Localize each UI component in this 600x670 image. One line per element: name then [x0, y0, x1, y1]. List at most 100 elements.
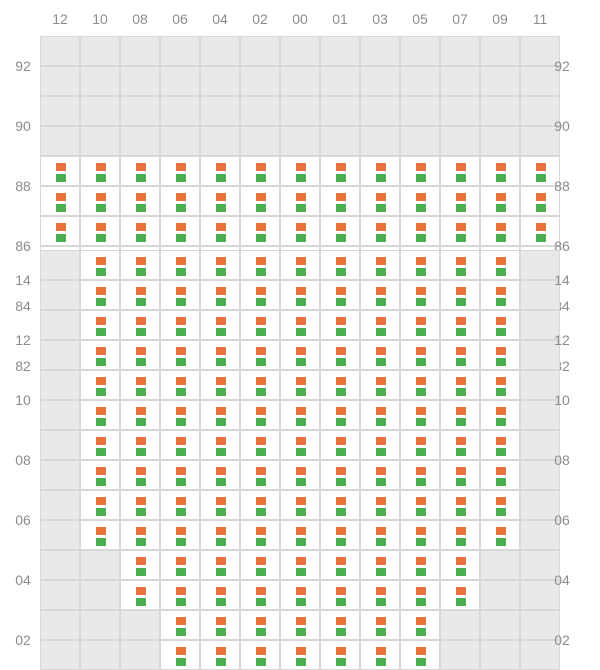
- seat-cell[interactable]: [440, 490, 480, 520]
- seat-cell[interactable]: [480, 186, 520, 216]
- seat-cell[interactable]: [320, 550, 360, 580]
- seat-cell[interactable]: [440, 186, 480, 216]
- seat-cell[interactable]: [400, 430, 440, 460]
- seat-cell[interactable]: [240, 610, 280, 640]
- seat-cell[interactable]: [400, 340, 440, 370]
- seat-cell[interactable]: [200, 610, 240, 640]
- seat-cell[interactable]: [280, 400, 320, 430]
- seat-cell[interactable]: [120, 216, 160, 246]
- seat-cell[interactable]: [200, 490, 240, 520]
- seat-cell[interactable]: [120, 400, 160, 430]
- seat-cell[interactable]: [160, 250, 200, 280]
- seat-cell[interactable]: [480, 310, 520, 340]
- seat-cell[interactable]: [360, 156, 400, 186]
- seat-cell[interactable]: [280, 370, 320, 400]
- seat-cell[interactable]: [440, 280, 480, 310]
- seat-cell[interactable]: [240, 430, 280, 460]
- seat-cell[interactable]: [80, 460, 120, 490]
- seat-cell[interactable]: [200, 400, 240, 430]
- seat-cell[interactable]: [80, 216, 120, 246]
- seat-cell[interactable]: [80, 340, 120, 370]
- seat-cell[interactable]: [240, 640, 280, 670]
- seat-cell[interactable]: [320, 370, 360, 400]
- seat-cell[interactable]: [480, 430, 520, 460]
- seat-cell[interactable]: [200, 370, 240, 400]
- seat-cell[interactable]: [40, 156, 80, 186]
- seat-cell[interactable]: [240, 460, 280, 490]
- seat-cell[interactable]: [440, 370, 480, 400]
- seat-cell[interactable]: [80, 400, 120, 430]
- seat-cell[interactable]: [360, 370, 400, 400]
- seat-cell[interactable]: [360, 216, 400, 246]
- seat-cell[interactable]: [200, 186, 240, 216]
- seat-cell[interactable]: [120, 490, 160, 520]
- seat-cell[interactable]: [400, 400, 440, 430]
- seat-cell[interactable]: [200, 340, 240, 370]
- seat-cell[interactable]: [240, 400, 280, 430]
- seat-cell[interactable]: [160, 216, 200, 246]
- seat-cell[interactable]: [480, 370, 520, 400]
- seat-cell[interactable]: [320, 640, 360, 670]
- seat-cell[interactable]: [360, 520, 400, 550]
- seat-cell[interactable]: [480, 460, 520, 490]
- seat-cell[interactable]: [120, 280, 160, 310]
- seat-cell[interactable]: [400, 550, 440, 580]
- seat-cell[interactable]: [360, 460, 400, 490]
- seat-cell[interactable]: [160, 460, 200, 490]
- seat-cell[interactable]: [240, 370, 280, 400]
- seat-cell[interactable]: [120, 580, 160, 610]
- seat-cell[interactable]: [160, 280, 200, 310]
- seat-cell[interactable]: [360, 340, 400, 370]
- seat-cell[interactable]: [160, 580, 200, 610]
- seat-cell[interactable]: [200, 216, 240, 246]
- seat-cell[interactable]: [80, 370, 120, 400]
- seat-cell[interactable]: [160, 640, 200, 670]
- seat-cell[interactable]: [200, 580, 240, 610]
- seat-cell[interactable]: [80, 156, 120, 186]
- seat-cell[interactable]: [320, 400, 360, 430]
- seat-cell[interactable]: [40, 186, 80, 216]
- seat-cell[interactable]: [480, 250, 520, 280]
- seat-cell[interactable]: [160, 430, 200, 460]
- seat-cell[interactable]: [320, 580, 360, 610]
- seat-cell[interactable]: [240, 280, 280, 310]
- seat-cell[interactable]: [240, 520, 280, 550]
- seat-cell[interactable]: [200, 280, 240, 310]
- seat-cell[interactable]: [480, 280, 520, 310]
- seat-cell[interactable]: [240, 156, 280, 186]
- seat-cell[interactable]: [80, 520, 120, 550]
- seat-cell[interactable]: [320, 156, 360, 186]
- seat-cell[interactable]: [200, 310, 240, 340]
- seat-cell[interactable]: [120, 370, 160, 400]
- seat-cell[interactable]: [120, 520, 160, 550]
- seat-cell[interactable]: [200, 430, 240, 460]
- seat-cell[interactable]: [280, 310, 320, 340]
- seat-cell[interactable]: [360, 310, 400, 340]
- seat-cell[interactable]: [320, 216, 360, 246]
- seat-cell[interactable]: [280, 156, 320, 186]
- seat-cell[interactable]: [440, 430, 480, 460]
- seat-cell[interactable]: [280, 460, 320, 490]
- seat-cell[interactable]: [80, 430, 120, 460]
- seat-cell[interactable]: [320, 340, 360, 370]
- seat-cell[interactable]: [80, 186, 120, 216]
- seat-cell[interactable]: [200, 156, 240, 186]
- seat-cell[interactable]: [320, 610, 360, 640]
- seat-cell[interactable]: [280, 340, 320, 370]
- seat-cell[interactable]: [120, 340, 160, 370]
- seat-cell[interactable]: [440, 550, 480, 580]
- seat-cell[interactable]: [200, 460, 240, 490]
- seat-cell[interactable]: [160, 156, 200, 186]
- seat-cell[interactable]: [200, 640, 240, 670]
- seat-cell[interactable]: [360, 610, 400, 640]
- seat-cell[interactable]: [120, 186, 160, 216]
- seat-cell[interactable]: [400, 310, 440, 340]
- seat-cell[interactable]: [280, 580, 320, 610]
- seat-cell[interactable]: [240, 250, 280, 280]
- seat-cell[interactable]: [320, 186, 360, 216]
- seat-cell[interactable]: [160, 400, 200, 430]
- seat-cell[interactable]: [480, 490, 520, 520]
- seat-cell[interactable]: [160, 550, 200, 580]
- seat-cell[interactable]: [480, 156, 520, 186]
- seat-cell[interactable]: [400, 520, 440, 550]
